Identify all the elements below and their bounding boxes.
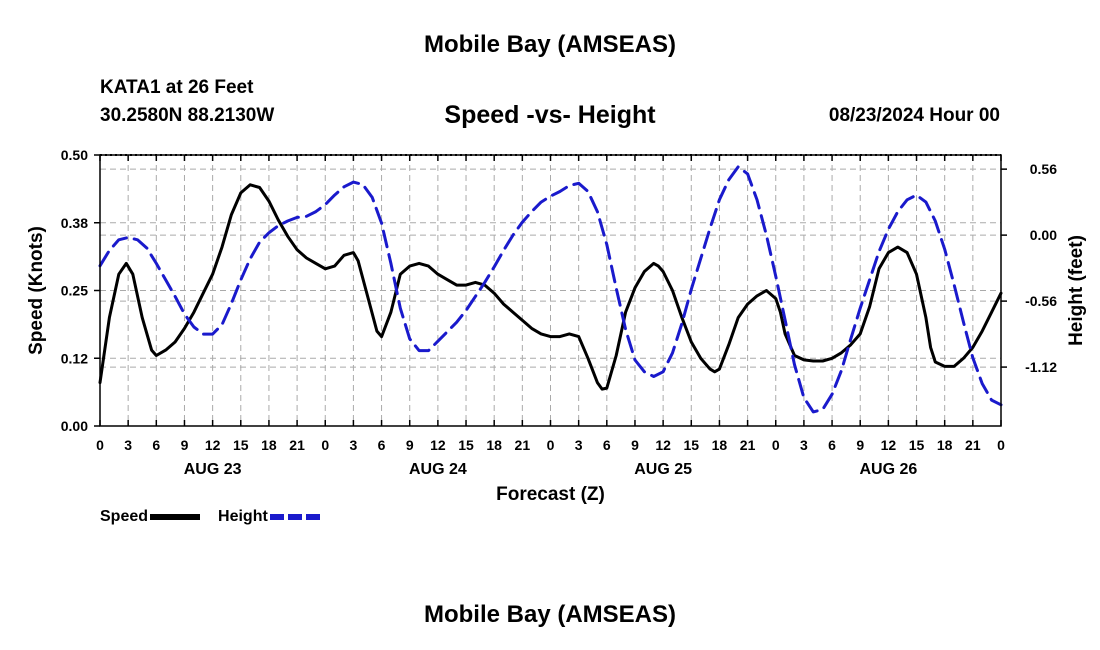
x-date-label: AUG 25: [634, 461, 692, 478]
x-tick-label: 18: [261, 437, 277, 453]
x-tick-label: 0: [997, 437, 1005, 453]
x-tick-label: 9: [631, 437, 639, 453]
y-axis-title: Speed (Knots): [26, 226, 47, 355]
y-tick-label: 0.00: [61, 418, 88, 434]
x-tick-label: 3: [800, 437, 808, 453]
x-tick-label: 21: [515, 437, 531, 453]
x-tick-label: 15: [233, 437, 249, 453]
x-tick-label: 0: [772, 437, 780, 453]
x-tick-label: 9: [406, 437, 414, 453]
y-tick-label: 0.50: [61, 147, 88, 163]
y2-tick-label: 0.56: [1030, 161, 1057, 177]
y2-axis-title: Height (feet): [1066, 235, 1087, 346]
chart-main-title: Mobile Bay (AMSEAS): [423, 31, 677, 58]
x-tick-label: 18: [937, 437, 953, 453]
x-date-label: AUG 26: [859, 461, 917, 478]
legend-swatch-height: [269, 514, 320, 520]
y-tick-label: 0.12: [61, 350, 88, 366]
second-chart-title: Mobile Bay (AMSEAS): [423, 601, 677, 628]
x-tick-label: 9: [181, 437, 189, 453]
x-tick-label: 21: [740, 437, 756, 453]
y2-tick-label: 0.00: [1030, 227, 1057, 243]
x-tick-label: 0: [96, 437, 104, 453]
series-line-speed: [98, 183, 1003, 391]
x-tick-label: 9: [856, 437, 864, 453]
chart-legend: Speed Height: [100, 508, 338, 526]
station-label: KATA1 at 26 Feet: [100, 77, 254, 98]
x-tick-label: 12: [430, 437, 446, 453]
x-tick-label: 12: [655, 437, 671, 453]
legend-label-height: Height: [218, 508, 268, 525]
x-date-label: AUG 24: [409, 461, 467, 478]
x-tick-label: 15: [458, 437, 474, 453]
chart-subtitle: Speed -vs- Height: [444, 101, 656, 129]
legend-label-speed: Speed: [100, 508, 149, 525]
legend-item-speed: Speed: [100, 508, 201, 526]
x-tick-label: 6: [378, 437, 386, 453]
x-axis-title: Forecast (Z): [496, 484, 605, 505]
x-tick-label: 3: [124, 437, 132, 453]
x-tick-label: 21: [289, 437, 305, 453]
y-tick-label: 0.25: [61, 283, 88, 299]
series-line-height: [98, 165, 1003, 414]
x-tick-label: 6: [828, 437, 836, 453]
x-tick-label: 18: [712, 437, 728, 453]
x-tick-label: 0: [321, 437, 329, 453]
x-tick-label: 12: [881, 437, 897, 453]
x-tick-label: 3: [575, 437, 583, 453]
model-run-time: 08/23/2024 Hour 00: [828, 105, 1000, 126]
x-tick-label: 21: [965, 437, 981, 453]
x-date-label: AUG 23: [184, 461, 242, 478]
x-tick-label: 3: [350, 437, 358, 453]
legend-swatch-speed: [150, 514, 201, 520]
station-coordinates: 30.2580N 88.2130W: [100, 105, 275, 126]
x-tick-label: 12: [205, 437, 221, 453]
legend-item-height: Height: [218, 508, 320, 526]
x-tick-label: 15: [683, 437, 699, 453]
x-tick-label: 6: [152, 437, 160, 453]
y2-tick-label: -0.56: [1025, 293, 1057, 309]
y-tick-label: 0.38: [61, 215, 88, 231]
y2-tick-label: -1.12: [1025, 359, 1057, 375]
x-tick-label: 0: [547, 437, 555, 453]
x-tick-label: 18: [486, 437, 502, 453]
x-tick-label: 15: [909, 437, 925, 453]
x-tick-label: 6: [603, 437, 611, 453]
